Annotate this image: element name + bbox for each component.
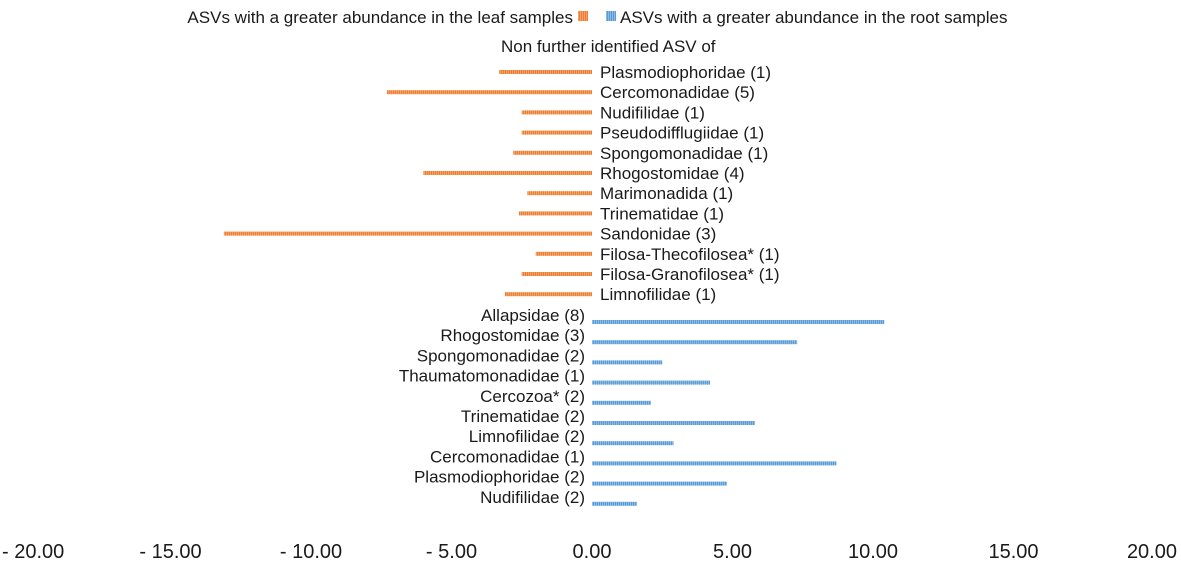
legend: ASVs with a greater abundance in the lea… [187, 8, 1007, 27]
root-category-label: Rhogostomidae (3) [440, 326, 585, 345]
leaf-category-label: Trinematidae (1) [600, 204, 724, 223]
leaf-bar [223, 231, 592, 236]
leaf-category-label: Rhogostomidae (4) [600, 164, 745, 183]
root-category-label: Nudifilidae (2) [480, 488, 585, 507]
leaf-bar [518, 211, 592, 216]
x-tick-label: 20.00 [1127, 541, 1177, 563]
legend-root-swatch [606, 11, 616, 21]
leaf-bar [527, 191, 592, 196]
leaf-bar [504, 292, 592, 297]
legend-leaf-swatch [578, 11, 588, 21]
x-tick-label: - 20.00 [2, 541, 64, 563]
leaf-bar [386, 90, 592, 95]
leaf-category-label: Nudifilidae (1) [600, 103, 705, 122]
leaf-category-label: Filosa-Granofilosea* (1) [600, 265, 780, 284]
root-bar [592, 380, 711, 385]
root-category-label: Cercozoa* (2) [480, 387, 585, 406]
root-category-label: Cercomonadidae (1) [430, 447, 585, 466]
root-category-label: Allapsidae (8) [481, 306, 585, 325]
x-tick-label: - 5.00 [426, 541, 477, 563]
leaf-category-label: Plasmodiophoridae (1) [600, 63, 771, 82]
x-tick-label: 5.00 [713, 541, 752, 563]
x-axis-ticks: - 20.00 - 15.00 - 10.00 - 5.00 0.00 5.00 10.00… [2, 541, 1177, 563]
leaf-bar [521, 272, 592, 276]
root-bar [592, 461, 837, 466]
root-bar [592, 340, 798, 345]
root-category-label: Limnofilidae (2) [469, 427, 585, 446]
legend-leaf-label: ASVs with a greater abundance in the lea… [187, 8, 573, 27]
x-tick-label: 0.00 [573, 541, 612, 563]
leaf-bar [513, 150, 592, 155]
root-category-label: Thaumatomonadidae (1) [399, 367, 585, 386]
root-category-label: Trinematidae (2) [461, 407, 585, 426]
root-bar [592, 320, 885, 324]
root-bar [592, 441, 674, 446]
leaf-bar [521, 130, 592, 135]
x-tick-label: 15.00 [988, 541, 1038, 563]
chart-subtitle: Non further identified ASV of [501, 37, 716, 56]
leaf-category-label: Cercomonadidae (5) [600, 83, 755, 102]
leaf-bar [499, 70, 592, 74]
leaf-bar [535, 251, 592, 256]
root-bar [592, 421, 755, 425]
leaf-category-label: Marimonadida (1) [600, 184, 733, 203]
root-bar [592, 501, 637, 506]
leaf-category-label: Limnofilidae (1) [600, 285, 716, 304]
root-bar [592, 360, 663, 365]
leaf-bar [521, 110, 592, 115]
root-bar [592, 400, 652, 405]
leaf-category-label: Pseudodifflugiidae (1) [600, 124, 764, 143]
x-tick-label: - 10.00 [280, 541, 342, 563]
leaf-bar [423, 171, 592, 175]
leaf-category-label: Spongomonadidae (1) [600, 144, 768, 163]
x-tick-label: - 15.00 [139, 541, 201, 563]
root-series: Allapsidae (8)Rhogostomidae (3)Spongomon… [399, 306, 885, 507]
root-bar [592, 481, 727, 486]
legend-root-label: ASVs with a greater abundance in the roo… [620, 8, 1007, 27]
x-tick-label: 10.00 [848, 541, 898, 563]
leaf-category-label: Filosa-Thecofilosea* (1) [600, 245, 780, 264]
root-category-label: Plasmodiophoridae (2) [414, 468, 585, 487]
root-category-label: Spongomonadidae (2) [417, 346, 585, 365]
leaf-category-label: Sandonidae (3) [600, 225, 716, 244]
leaf-series: Plasmodiophoridae (1)Cercomonadidae (5)N… [223, 63, 780, 304]
